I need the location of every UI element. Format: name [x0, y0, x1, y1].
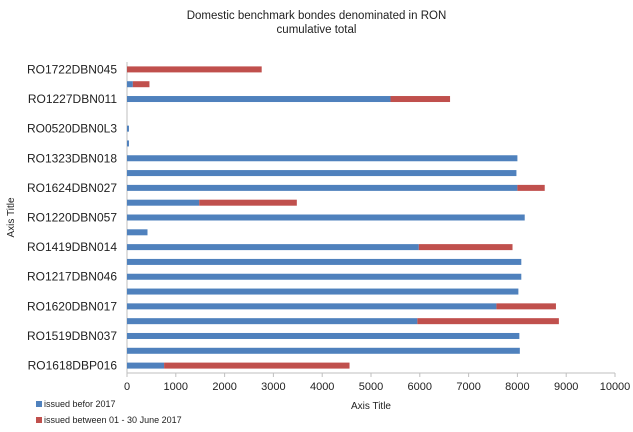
legend-label-series-1: issued befor 2017: [44, 399, 116, 409]
x-tick-label: 7000: [456, 381, 480, 393]
category-label: RO1220DBN057: [27, 211, 117, 225]
x-tick-label: 2000: [212, 381, 236, 393]
x-tick-label: 10000: [600, 381, 631, 393]
x-tick-label: 1000: [164, 381, 188, 393]
bar-series-1: [127, 199, 200, 206]
bar-series-1: [127, 170, 517, 177]
bar-series-1: [127, 362, 165, 369]
category-label: RO1620DBN017: [27, 299, 117, 313]
category-label: RO1624DBN027: [27, 181, 117, 195]
category-label: RO1419DBN014: [27, 240, 117, 254]
bar-series-1: [127, 155, 518, 162]
category-label: RO1722DBN045: [27, 62, 117, 76]
category-label: RO1227DBN011: [28, 92, 117, 106]
x-tick-label: 0: [124, 381, 130, 393]
bar-series-2: [496, 303, 556, 310]
bar-series-2: [199, 199, 297, 206]
bar-series-1: [127, 258, 522, 265]
bar-series-1: [127, 214, 525, 221]
bar-series-2: [418, 244, 513, 251]
bar-series-1: [127, 96, 391, 103]
bar-series-1: [127, 318, 418, 325]
bar-series-1: [127, 303, 497, 310]
y-axis-title: Axis Title: [6, 197, 17, 237]
bar-series-2: [517, 184, 545, 191]
chart-subtitle: cumulative total: [276, 24, 357, 36]
chart-title: Domestic benchmark bondes denominated in…: [186, 10, 447, 22]
x-axis-title: Axis Title: [351, 401, 391, 412]
bar-series-2: [164, 362, 350, 369]
bar-series-1: [127, 347, 520, 354]
bar-series-1: [127, 288, 519, 295]
bar-series-1: [127, 81, 133, 88]
legend-label-series-2: issued between 01 - 30 June 2017: [44, 415, 182, 425]
category-label: RO0520DBN0L3: [27, 122, 117, 136]
bar-series-1: [127, 125, 129, 132]
legend-swatch-series-2: [36, 417, 42, 423]
legend-swatch-series-1: [36, 401, 42, 407]
bar-series-1: [127, 229, 148, 236]
bar-series-1: [127, 332, 520, 339]
legend-item-series-1: issued befor 2017: [36, 399, 116, 409]
x-tick-label: 6000: [408, 381, 432, 393]
bar-series-2: [132, 81, 150, 88]
category-label: RO1323DBN018: [27, 151, 117, 165]
category-label: RO1217DBN046: [27, 270, 117, 284]
category-label: RO1519DBN037: [27, 329, 117, 343]
x-tick-label: 5000: [359, 381, 383, 393]
x-tick-label: 8000: [505, 381, 529, 393]
bar-series-1: [127, 273, 522, 280]
bar-series-2: [390, 96, 451, 103]
bar-series-1: [127, 184, 518, 191]
x-tick-label: 4000: [310, 381, 334, 393]
legend-item-series-2: issued between 01 - 30 June 2017: [36, 415, 182, 425]
bar-series-1: [127, 244, 419, 251]
x-tick-label: 3000: [261, 381, 285, 393]
x-tick-label: 9000: [554, 381, 578, 393]
bar-series-2: [127, 66, 262, 73]
bar-series-1: [127, 140, 129, 147]
category-label: RO1618DBP016: [28, 359, 118, 373]
bar-series-2: [417, 318, 559, 325]
